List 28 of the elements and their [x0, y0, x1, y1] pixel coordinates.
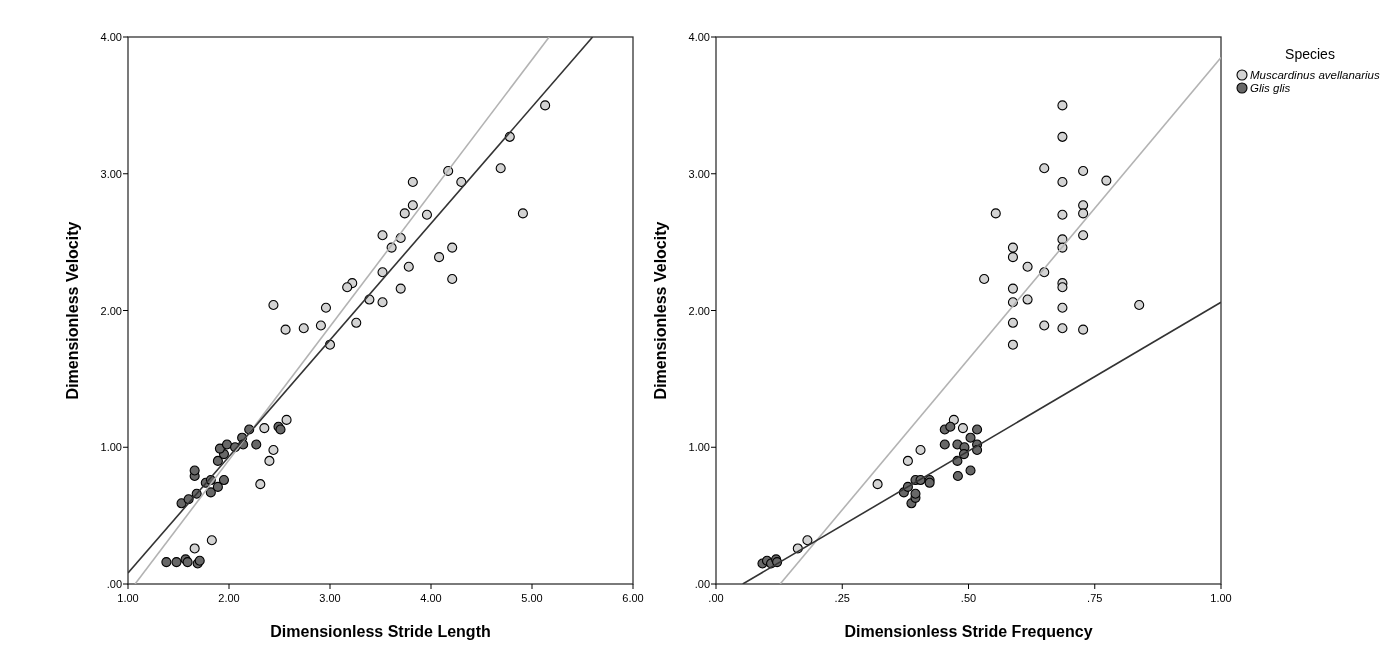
x-axis-title: Dimensionless Stride Length [270, 623, 491, 640]
legend-label: Muscardinus avellanarius [1250, 69, 1381, 81]
legend-label: Glis glis [1250, 82, 1291, 94]
x-tick-label: .25 [834, 592, 850, 604]
x-tick-label: .00 [708, 592, 724, 604]
y-axis-title: Dimensionless Velocity [64, 221, 81, 400]
x-tick-label: 1.00 [117, 592, 139, 604]
y-tick-label: 1.00 [688, 441, 710, 454]
y-tick-label: .00 [694, 578, 710, 590]
y-tick-label: 2.00 [100, 304, 122, 317]
x-tick-label: 4.00 [420, 592, 442, 604]
x-tick-label: 1.00 [1210, 592, 1232, 604]
x-axis-title: Dimensionless Stride Frequency [844, 623, 1093, 640]
y-tick-label: .00 [106, 578, 122, 590]
x-tick-label: .50 [960, 592, 977, 604]
x-tick-label: 2.00 [218, 592, 240, 604]
x-tick-label: 3.00 [319, 592, 341, 604]
y-tick-label: 4.00 [688, 31, 710, 43]
y-axis-title: Dimensionless Velocity [652, 221, 669, 400]
y-tick-label: 1.00 [100, 441, 122, 454]
x-tick-label: 5.00 [521, 592, 543, 604]
y-tick-label: 4.00 [100, 31, 122, 43]
x-tick-label: .75 [1087, 592, 1103, 604]
x-tick-label: 6.00 [622, 592, 644, 604]
y-tick-label: 2.00 [688, 304, 710, 317]
y-tick-label: 3.00 [688, 167, 710, 180]
legend-title: Species [1285, 46, 1335, 62]
y-tick-label: 3.00 [100, 167, 122, 180]
